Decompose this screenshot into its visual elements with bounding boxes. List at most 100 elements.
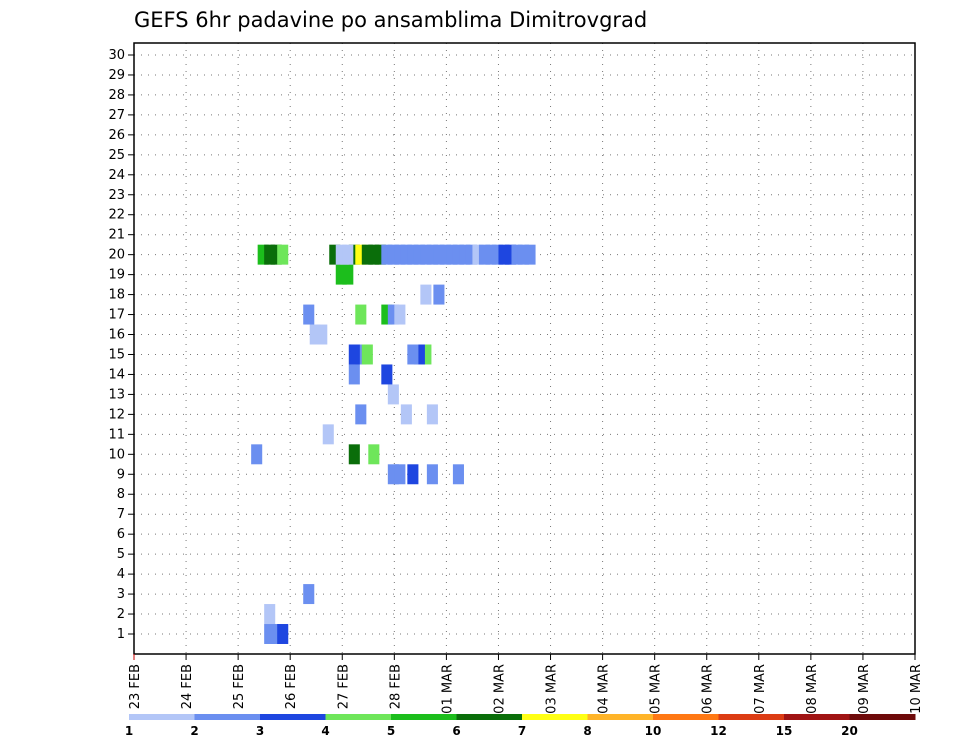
heat-cell: [465, 244, 477, 265]
data-cells: [251, 244, 536, 644]
plot-frame: [133, 42, 916, 655]
x-tick-label: 02 MAR: [492, 664, 507, 714]
heat-cell: [355, 404, 367, 425]
heat-cell: [361, 244, 373, 265]
heat-cell: [342, 264, 354, 285]
y-tick-label: 9: [117, 467, 125, 482]
heat-cell: [387, 244, 399, 265]
heat-cell: [316, 324, 328, 345]
heat-cell: [498, 244, 510, 265]
heat-cell: [322, 424, 334, 445]
heat-cell: [407, 344, 419, 365]
colorbar-tick-label: 8: [583, 724, 591, 738]
heat-cell: [394, 304, 406, 325]
x-axis: 23 FEB 24 FEB 25 FEB 26 FEB 27 FEB 28 FEB 01 M…: [128, 654, 924, 714]
heat-cell: [381, 244, 393, 265]
colorbar-segment: [391, 714, 457, 720]
heat-cell: [270, 624, 282, 644]
x-tick-label: 27 FEB: [336, 664, 351, 709]
heat-cell: [270, 244, 282, 265]
heat-cell: [251, 444, 263, 465]
y-tick-label: 11: [108, 427, 125, 442]
heat-cell: [264, 604, 276, 625]
x-tick-label: 04 MAR: [597, 664, 612, 714]
heat-cell: [517, 244, 530, 265]
colorbar-tick-label: 20: [841, 724, 858, 738]
colorbar-segment: [129, 714, 195, 720]
y-tick-label: 6: [117, 527, 125, 542]
x-tick-label: 25 FEB: [232, 664, 247, 709]
heat-cell: [420, 244, 432, 265]
x-tick-label: 10 MAR: [909, 664, 924, 714]
colorbar-tick-label: 10: [645, 724, 662, 738]
y-tick-label: 3: [117, 587, 125, 602]
heat-cell: [348, 244, 360, 265]
heat-cell: [413, 344, 425, 365]
heat-cell: [433, 284, 445, 305]
colorbar-tick-label: 4: [321, 724, 329, 738]
heat-cell: [407, 244, 419, 265]
y-tick-label: 10: [108, 447, 125, 462]
heat-cell: [264, 244, 276, 265]
heat-cell: [485, 244, 497, 265]
heat-cell: [472, 244, 484, 265]
heat-cell: [355, 344, 367, 365]
y-tick-label: 5: [117, 547, 125, 562]
colorbar-segment: [194, 714, 261, 720]
y-tick-label: 28: [108, 88, 125, 103]
heat-cell: [491, 244, 504, 265]
colorbar-segment: [784, 714, 850, 720]
x-tick-label: 23 FEB: [128, 664, 143, 709]
colorbar-segment: [456, 714, 523, 720]
y-tick-label: 15: [108, 347, 125, 362]
heat-cell: [355, 304, 367, 325]
heat-cell: [368, 244, 380, 265]
y-tick-label: 4: [117, 567, 125, 582]
heat-cell: [394, 244, 406, 265]
heat-cell: [420, 284, 432, 305]
heat-cell: [277, 244, 289, 265]
heat-cell: [303, 584, 315, 605]
y-tick-label: 14: [108, 367, 125, 382]
y-tick-label: 29: [108, 68, 125, 83]
x-tick-label: 06 MAR: [701, 664, 716, 714]
x-tick-label: 05 MAR: [649, 664, 664, 714]
y-tick-label: 21: [108, 228, 125, 243]
heat-cell: [524, 244, 536, 265]
y-tick-label: 30: [108, 48, 125, 63]
colorbar-tick-label: 6: [452, 724, 460, 738]
colorbar-segment: [260, 714, 326, 720]
x-tick-label: 24 FEB: [180, 664, 195, 709]
heat-cell: [413, 244, 425, 265]
heat-cell: [348, 344, 360, 365]
y-tick-label: 19: [108, 268, 125, 283]
heat-cell: [257, 244, 269, 265]
grid-lines: [134, 43, 915, 654]
y-tick-label: 2: [117, 607, 125, 622]
colorbar-segment: [849, 714, 916, 720]
heat-cell: [387, 384, 399, 405]
heat-cell: [381, 364, 393, 385]
y-tick-label: 16: [108, 328, 125, 343]
heat-cell: [420, 344, 432, 365]
y-tick-label: 26: [108, 128, 125, 143]
colorbar-segment: [325, 714, 392, 720]
x-tick-label: 28 FEB: [388, 664, 403, 709]
colorbar-tick-label: 12: [710, 724, 727, 738]
colorbar-tick-label: 1: [125, 724, 133, 738]
y-tick-label: 22: [108, 208, 125, 223]
heat-cell: [335, 244, 347, 265]
heat-cell: [394, 464, 406, 485]
heat-cell: [264, 624, 276, 644]
heat-cell: [504, 244, 517, 265]
heat-cell: [277, 624, 289, 644]
heat-cell: [426, 404, 438, 425]
y-tick-label: 24: [108, 168, 125, 183]
x-tick-label: 09 MAR: [857, 664, 872, 714]
colorbar-segment: [718, 714, 785, 720]
colorbar-segment: [653, 714, 719, 720]
colorbar-tick-label: 3: [256, 724, 264, 738]
y-tick-label: 17: [108, 308, 125, 323]
colorbar-tick-label: 2: [190, 724, 198, 738]
